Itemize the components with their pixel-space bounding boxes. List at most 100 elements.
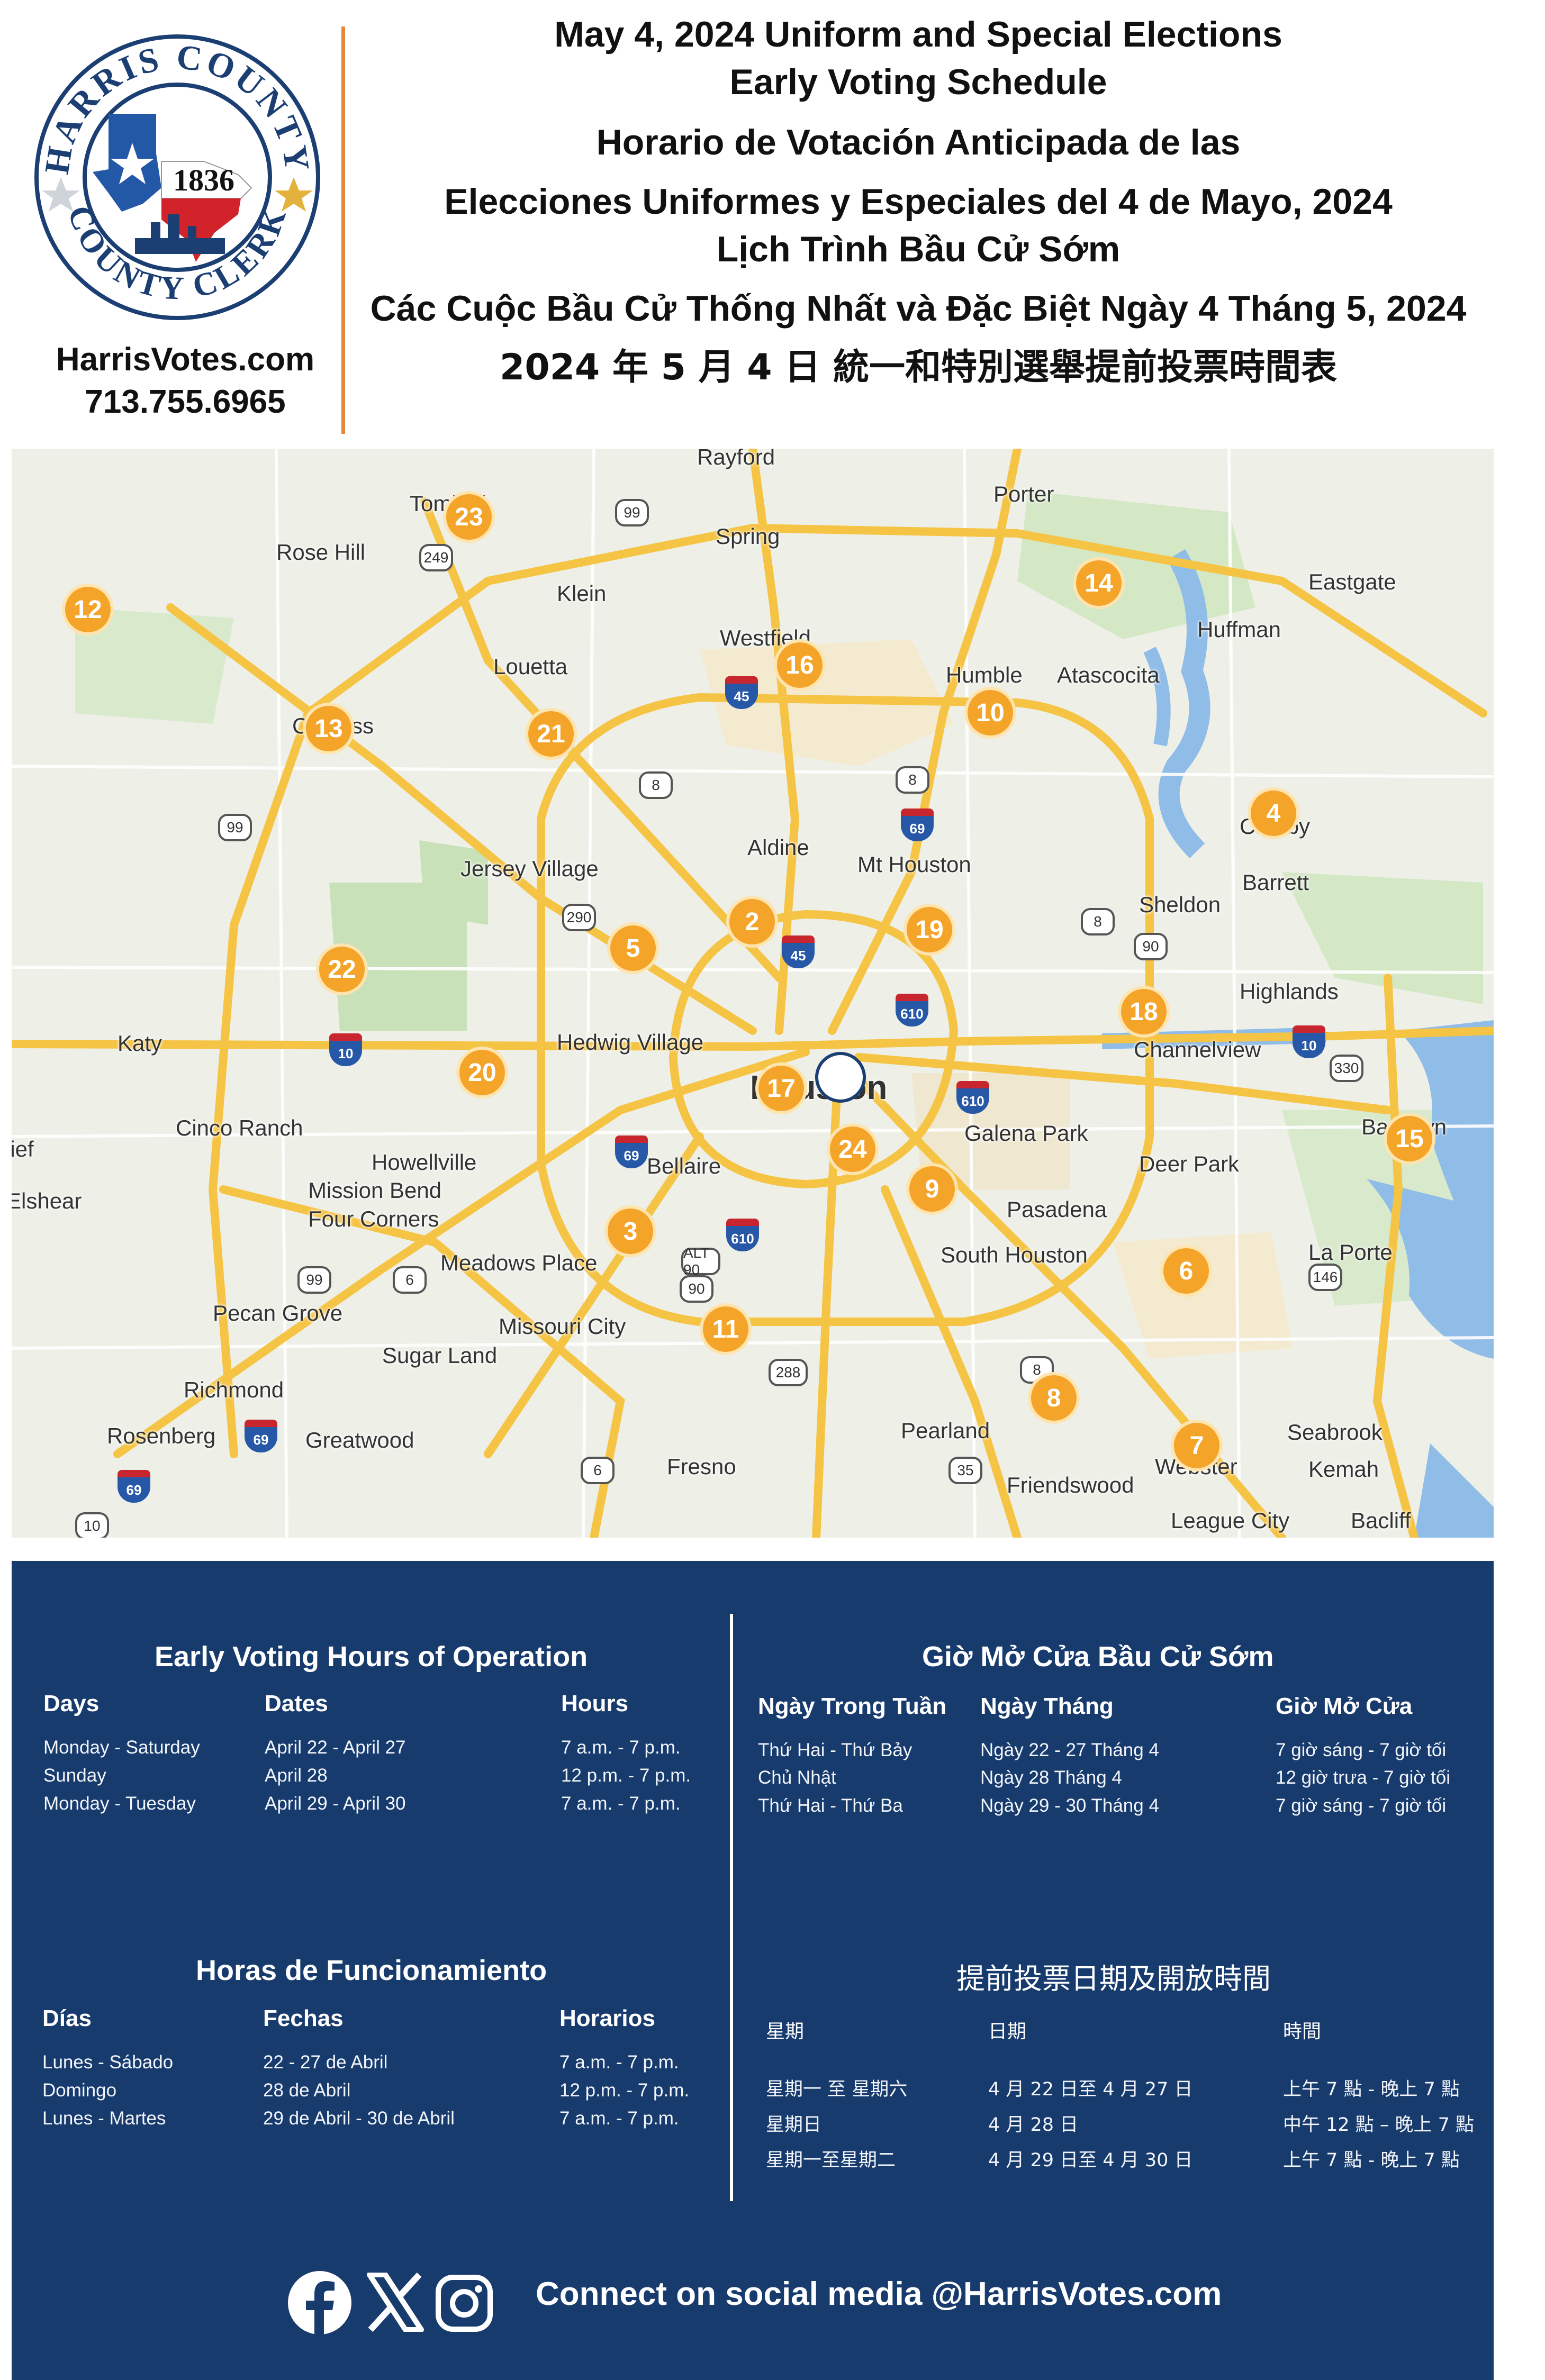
spanish-row-3-days: Lunes - Martes (42, 2108, 166, 2129)
spanish-row-2-days: Domingo (42, 2080, 117, 2101)
spanish-header-days: Días (42, 2005, 92, 2031)
english-row-1-dates: April 22 - April 27 (265, 1737, 406, 1758)
highway-shield: 330 (1330, 1055, 1363, 1082)
vietnamese-row-1-hours: 7 giờ sáng - 7 giờ tối (1276, 1740, 1447, 1760)
voting-location-marker[interactable]: 7 (1171, 1420, 1223, 1471)
page-title-block: May 4, 2024 Uniform and Special Election… (349, 11, 1487, 392)
voting-location-marker[interactable]: 6 (1160, 1245, 1212, 1297)
place-label: Meadows Place (440, 1250, 598, 1275)
title-chinese: 2024 年 5 月 4 日 統一和特別選舉提前投票時間表 (500, 347, 1337, 388)
place-label: Pecan Grove (213, 1301, 343, 1325)
vietnamese-header-days: Ngày Trong Tuần (758, 1693, 947, 1719)
chinese-row-3-days: 星期一至星期二 (766, 2150, 896, 2171)
spanish-hours-title: Horas de Funcionamiento (196, 1955, 547, 1986)
place-label: Sugar Land (382, 1343, 498, 1368)
place-label: Huffman (1197, 617, 1281, 642)
voting-location-marker[interactable]: 15 (1384, 1113, 1435, 1165)
place-label: Pasadena (1007, 1197, 1107, 1222)
interstate-shield: 45 (725, 676, 758, 709)
english-row-3-days: Monday - Tuesday (43, 1793, 196, 1814)
voting-location-marker[interactable]: 18 (1118, 986, 1170, 1038)
highway-shield: 290 (562, 904, 596, 931)
voting-location-marker[interactable]: 2 (726, 896, 778, 948)
voting-location-marker[interactable]: 12 (62, 584, 114, 635)
panel-divider (730, 1614, 733, 2201)
voting-location-marker[interactable]: 9 (906, 1163, 958, 1215)
english-row-3-dates: April 29 - April 30 (265, 1793, 406, 1814)
place-label: Kemah (1308, 1457, 1379, 1482)
highway-shield: 6 (581, 1457, 615, 1484)
early-voting-map[interactable]: Rayford Porter Tomball Spring Rose Hill … (12, 449, 1494, 1538)
place-label: Alief (12, 1137, 34, 1161)
voting-location-marker[interactable]: 24 (827, 1123, 879, 1175)
voting-location-marker[interactable]: 23 (443, 491, 495, 543)
english-row-2-hours: 12 p.m. - 7 p.m. (561, 1765, 691, 1786)
social-media-text[interactable]: Connect on social media @HarrisVotes.com (536, 2276, 1222, 2312)
highway-shield: ALT 90 (681, 1244, 720, 1278)
voting-location-marker[interactable]: 13 (303, 703, 355, 755)
place-label: Sheldon (1139, 892, 1221, 917)
spanish-header-hours: Horarios (559, 2005, 655, 2031)
voting-location-marker[interactable]: 17 (755, 1062, 807, 1114)
place-label: Mission Bend (308, 1178, 442, 1203)
vietnamese-row-2-days: Chủ Nhật (758, 1767, 836, 1788)
place-label: Spring (716, 524, 780, 549)
voting-location-marker[interactable]: 14 (1073, 557, 1125, 609)
interstate-shield: 45 (782, 935, 815, 968)
place-label: Rosenberg (107, 1423, 216, 1448)
highway-shield: 8 (896, 766, 929, 794)
phone-number: 713.755.6965 (85, 384, 286, 420)
voting-location-marker[interactable]: 4 (1248, 787, 1299, 839)
place-label: Atascocita (1057, 662, 1160, 687)
vietnamese-row-2-hours: 12 giờ trưa - 7 giờ tối (1276, 1767, 1451, 1788)
place-label: Louetta (493, 654, 568, 679)
place-label: Bacliff (1351, 1508, 1411, 1533)
website-link[interactable]: HarrisVotes.com (56, 341, 315, 378)
place-label: South Houston (941, 1242, 1088, 1267)
place-label: Hedwig Village (557, 1030, 704, 1055)
title-vietnamese-2: Các Cuộc Bầu Cử Thống Nhất và Đặc Biệt N… (370, 288, 1467, 329)
place-label: Elshear (12, 1188, 82, 1213)
facebook-icon[interactable] (287, 2270, 353, 2336)
voting-location-marker[interactable]: 19 (903, 904, 955, 956)
voting-location-marker[interactable]: 10 (964, 687, 1016, 739)
chinese-hours-title: 提前投票日期及開放時間 (956, 1962, 1271, 1995)
interstate-shield: 69 (615, 1136, 648, 1168)
map-base (12, 449, 1494, 1538)
voting-location-marker[interactable]: 21 (525, 708, 577, 760)
voting-location-marker[interactable]: 20 (456, 1047, 508, 1098)
english-header-hours: Hours (561, 1691, 629, 1716)
place-label: Katy (118, 1031, 162, 1056)
place-label: Deer Park (1139, 1151, 1240, 1176)
voting-location-marker[interactable]: 16 (774, 639, 826, 691)
spanish-row-2-dates: 28 de Abril (263, 2080, 351, 2101)
vietnamese-row-1-dates: Ngày 22 - 27 Tháng 4 (980, 1740, 1159, 1760)
place-label: Barrett (1242, 870, 1309, 895)
english-header-dates: Dates (265, 1691, 328, 1716)
place-label: Missouri City (499, 1314, 626, 1339)
spanish-row-3-hours: 7 a.m. - 7 p.m. (559, 2108, 679, 2129)
english-row-1-hours: 7 a.m. - 7 p.m. (561, 1737, 681, 1758)
highway-shield: 99 (297, 1266, 331, 1294)
voting-location-marker[interactable]: 22 (316, 943, 368, 995)
interstate-shield: 10 (1293, 1025, 1325, 1058)
voting-location-marker[interactable]: 3 (604, 1205, 656, 1257)
logo-year: 1836 (173, 163, 234, 197)
contact-info: HarrisVotes.com 713.755.6965 (16, 339, 355, 423)
highway-shield: 6 (393, 1266, 427, 1294)
highway-shield: 99 (218, 814, 252, 841)
spanish-row-3-dates: 29 de Abril - 30 de Abril (263, 2108, 455, 2129)
place-label: Channelview (1134, 1037, 1261, 1062)
english-row-2-days: Sunday (43, 1765, 106, 1786)
place-label: Four Corners (308, 1206, 439, 1231)
instagram-icon[interactable] (435, 2274, 493, 2332)
highway-shield: 8 (1081, 908, 1115, 935)
english-row-2-dates: April 28 (265, 1765, 328, 1786)
place-label: Jersey Village (460, 856, 599, 881)
voting-location-marker[interactable]: 11 (700, 1303, 752, 1355)
vietnamese-row-1-days: Thứ Hai - Thứ Bảy (758, 1740, 912, 1760)
x-icon[interactable] (366, 2272, 424, 2332)
place-label: Bellaire (647, 1153, 721, 1178)
voting-location-marker[interactable]: 8 (1028, 1372, 1080, 1424)
voting-location-marker[interactable]: 5 (607, 922, 659, 974)
